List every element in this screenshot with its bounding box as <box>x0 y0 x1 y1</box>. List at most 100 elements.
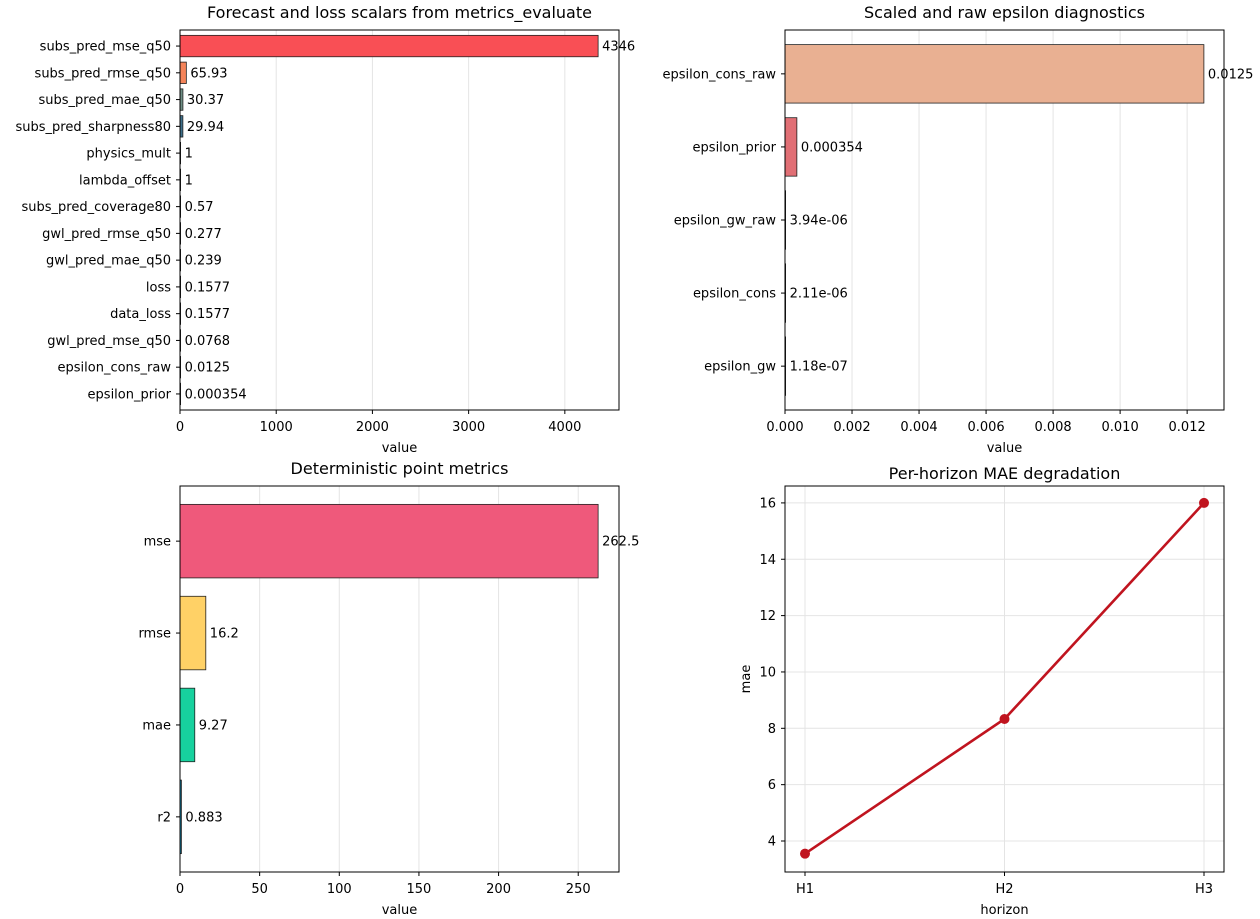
x-axis-label: value <box>382 441 418 456</box>
chart-title: Deterministic point metrics <box>291 459 509 478</box>
data-point <box>1199 497 1209 508</box>
y-tick-label: 6 <box>768 778 776 793</box>
y-tick-label: subs_pred_rmse_q50 <box>35 66 171 81</box>
y-tick-label: epsilon_cons_raw <box>58 361 172 376</box>
y-tick-label: physics_mult <box>86 147 171 162</box>
x-tick-label: 0.004 <box>900 420 937 435</box>
y-tick-label: 4 <box>768 835 776 850</box>
y-tick-label: lambda_offset <box>79 173 171 188</box>
bar-value-label: 65.93 <box>190 66 227 81</box>
y-tick-label: mse <box>144 535 171 550</box>
bar-value-label: 0.1577 <box>185 307 231 322</box>
x-tick-label: 0 <box>176 420 184 435</box>
chart-4: 4 6 8 10 12 14 16 H1 H2 H3 horizon mae Per-horizon M… <box>739 464 1225 918</box>
x-tick-label: 0.010 <box>1102 420 1139 435</box>
y-tick-label: gwl_pred_mse_q50 <box>47 334 171 349</box>
bar-value-label: 2.11e-06 <box>790 287 848 302</box>
y-axis-label: mae <box>739 665 754 694</box>
bar-value-label: 9.27 <box>199 718 228 733</box>
x-tick-label: 0.002 <box>833 420 870 435</box>
bar-value-label: 0.57 <box>185 200 214 215</box>
bar-value-label: 0.000354 <box>185 387 247 402</box>
x-tick-label: 3000 <box>452 420 485 435</box>
x-axis-label: value <box>987 441 1023 456</box>
bar <box>784 117 798 177</box>
y-tick-label: 14 <box>759 553 776 568</box>
bar-value-label: 0.1577 <box>185 280 231 295</box>
y-tick-label: gwl_pred_mae_q50 <box>46 254 171 269</box>
bar-value-label: 1.18e-07 <box>790 360 848 375</box>
y-tick-label: r2 <box>157 810 171 825</box>
chart-title: Scaled and raw epsilon diagnostics <box>864 3 1145 22</box>
y-tick-label: 16 <box>759 496 776 511</box>
bar <box>179 61 187 84</box>
y-tick-label: epsilon_gw <box>704 360 776 375</box>
y-tick-label: epsilon_prior <box>693 140 777 155</box>
bar-value-label: 262.5 <box>602 535 639 550</box>
x-tick-label: 0.006 <box>967 420 1004 435</box>
y-tick-label: subs_pred_mse_q50 <box>40 40 171 55</box>
y-tick-label: epsilon_prior <box>88 387 172 402</box>
chart-3: 262.5 mse 16.2 rmse 9.27 mae 0.883 r2 0 50 100 150 2… <box>138 459 639 918</box>
bar-value-label: 0.000354 <box>801 140 863 155</box>
bar <box>179 595 207 671</box>
x-tick-label: 1000 <box>260 420 293 435</box>
y-tick-label: 10 <box>759 665 776 680</box>
bar-value-label: 30.37 <box>187 93 224 108</box>
x-tick-label: 0.008 <box>1034 420 1071 435</box>
chart-2: 0.0125 epsilon_cons_raw 0.000354 epsilon_pr… <box>663 3 1254 456</box>
x-tick-label: 0.012 <box>1169 420 1206 435</box>
bar-value-label: 3.94e-06 <box>790 214 848 229</box>
x-tick-label: H1 <box>796 882 814 897</box>
chart-title: Per-horizon MAE degradation <box>889 464 1121 483</box>
plot-frame <box>784 29 1225 411</box>
bar <box>179 687 196 763</box>
y-tick-label: loss <box>146 280 171 295</box>
bar-value-label: 0.277 <box>185 227 222 242</box>
x-tick-label: 0.000 <box>766 420 803 435</box>
bar-value-label: 1 <box>185 147 193 162</box>
bar-value-label: 0.883 <box>185 810 222 825</box>
x-tick-label: H3 <box>1195 882 1213 897</box>
y-tick-label: gwl_pred_rmse_q50 <box>42 227 171 242</box>
x-tick-label: 50 <box>251 882 268 897</box>
data-point <box>800 848 810 859</box>
bar-value-label: 0.0125 <box>185 361 231 376</box>
y-tick-label: 8 <box>768 722 776 737</box>
x-tick-label: 150 <box>407 882 432 897</box>
y-tick-label: epsilon_cons <box>693 287 776 302</box>
y-tick-label: epsilon_gw_raw <box>674 214 777 229</box>
bar-value-label: 0.0125 <box>1208 67 1254 82</box>
bar-value-label: 0.239 <box>185 254 222 269</box>
chart-1: 4346subs_pred_mse_q5065.93subs_pred_rmse… <box>16 3 636 456</box>
x-tick-label: 250 <box>566 882 591 897</box>
y-tick-label: mae <box>142 718 171 733</box>
y-tick-label: rmse <box>138 627 171 642</box>
y-tick-label: 12 <box>759 609 776 624</box>
y-tick-label: subs_pred_coverage80 <box>22 200 172 215</box>
y-tick-label: subs_pred_sharpness80 <box>16 120 172 135</box>
bar <box>179 34 599 58</box>
bar-value-label: 1 <box>185 173 193 188</box>
bar <box>784 44 1205 104</box>
x-tick-label: 200 <box>486 882 511 897</box>
x-tick-label: 0 <box>176 882 184 897</box>
bar-value-label: 29.94 <box>187 120 224 135</box>
x-axis-label: horizon <box>980 903 1028 918</box>
plot-frame <box>179 485 620 873</box>
data-point <box>999 714 1010 725</box>
y-tick-label: epsilon_cons_raw <box>663 67 777 82</box>
bar-value-label: 0.0768 <box>185 334 231 349</box>
x-axis-label: value <box>382 903 418 918</box>
y-tick-label: subs_pred_mae_q50 <box>38 93 171 108</box>
y-tick-label: data_loss <box>110 307 171 322</box>
plot-frame <box>179 29 620 411</box>
x-tick-label: H2 <box>995 882 1013 897</box>
bar-value-label: 16.2 <box>210 627 239 642</box>
chart-title: Forecast and loss scalars from metrics_e… <box>207 3 592 23</box>
x-tick-label: 4000 <box>548 420 581 435</box>
x-tick-label: 100 <box>327 882 352 897</box>
x-tick-label: 2000 <box>356 420 389 435</box>
bar <box>179 503 599 579</box>
